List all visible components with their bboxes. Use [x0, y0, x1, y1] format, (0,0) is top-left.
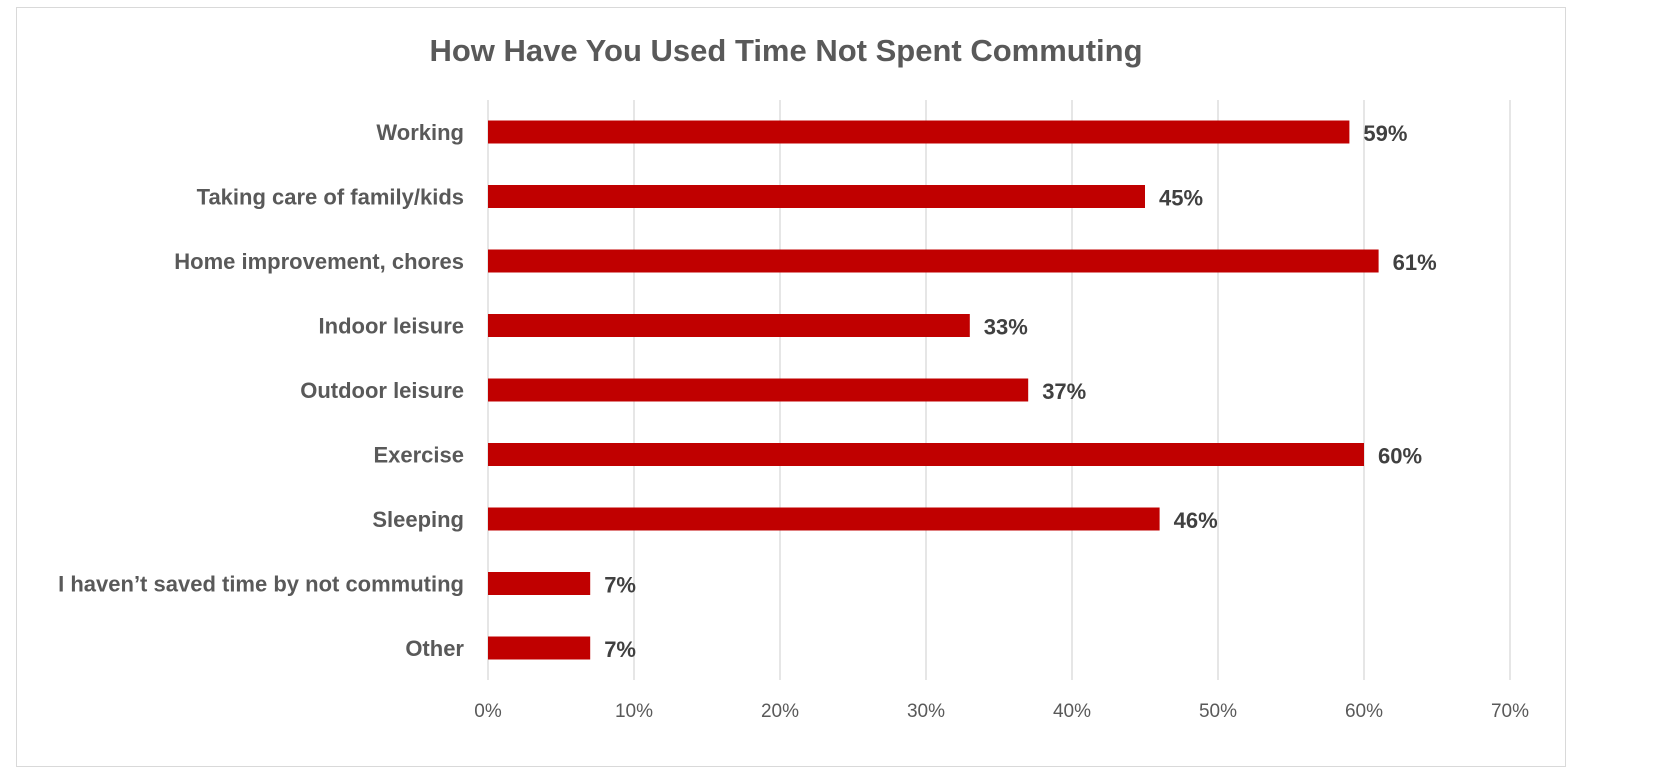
- bar: [488, 572, 591, 595]
- category-label: Exercise: [373, 443, 464, 468]
- category-label: Indoor leisure: [319, 314, 464, 339]
- category-label: Taking care of family/kids: [197, 185, 464, 210]
- data-labels: 59% 45% 61% 33% 37% 60% 46% 7% 7%: [604, 121, 1436, 662]
- category-label: Sleeping: [372, 507, 464, 532]
- bars: [488, 120, 1379, 660]
- x-axis-ticks: 0% 10% 20% 30% 40% 50% 60% 70%: [474, 701, 1529, 722]
- x-tick-label: 20%: [761, 701, 799, 722]
- x-tick-label: 60%: [1345, 701, 1383, 722]
- bar: [488, 314, 970, 337]
- category-label: Other: [405, 636, 464, 661]
- bar: [488, 185, 1145, 208]
- data-label: 60%: [1378, 444, 1422, 469]
- data-label: 33%: [984, 315, 1028, 340]
- bar: [488, 507, 1160, 531]
- x-tick-label: 0%: [474, 701, 502, 722]
- data-label: 45%: [1159, 186, 1203, 211]
- x-tick-label: 30%: [907, 701, 945, 722]
- data-label: 37%: [1042, 379, 1086, 404]
- category-labels: Working Taking care of family/kids Home im…: [58, 120, 464, 661]
- bar: [488, 249, 1379, 273]
- x-tick-label: 50%: [1199, 701, 1237, 722]
- category-label: I haven’t saved time by not commuting: [58, 572, 464, 597]
- data-label: 7%: [604, 637, 636, 662]
- category-label: Home improvement, chores: [174, 249, 464, 274]
- category-label: Outdoor leisure: [300, 378, 464, 403]
- data-label: 59%: [1363, 121, 1407, 146]
- data-label: 61%: [1393, 250, 1437, 275]
- bar: [488, 443, 1364, 466]
- x-tick-label: 10%: [615, 701, 653, 722]
- bar: [488, 378, 1029, 402]
- bar: [488, 120, 1350, 144]
- data-label: 46%: [1174, 508, 1218, 533]
- x-tick-label: 40%: [1053, 701, 1091, 722]
- chart-title: How Have You Used Time Not Spent Commuti…: [429, 33, 1142, 68]
- x-tick-label: 70%: [1491, 701, 1529, 722]
- bar: [488, 636, 591, 660]
- category-label: Working: [376, 120, 464, 145]
- data-label: 7%: [604, 573, 636, 598]
